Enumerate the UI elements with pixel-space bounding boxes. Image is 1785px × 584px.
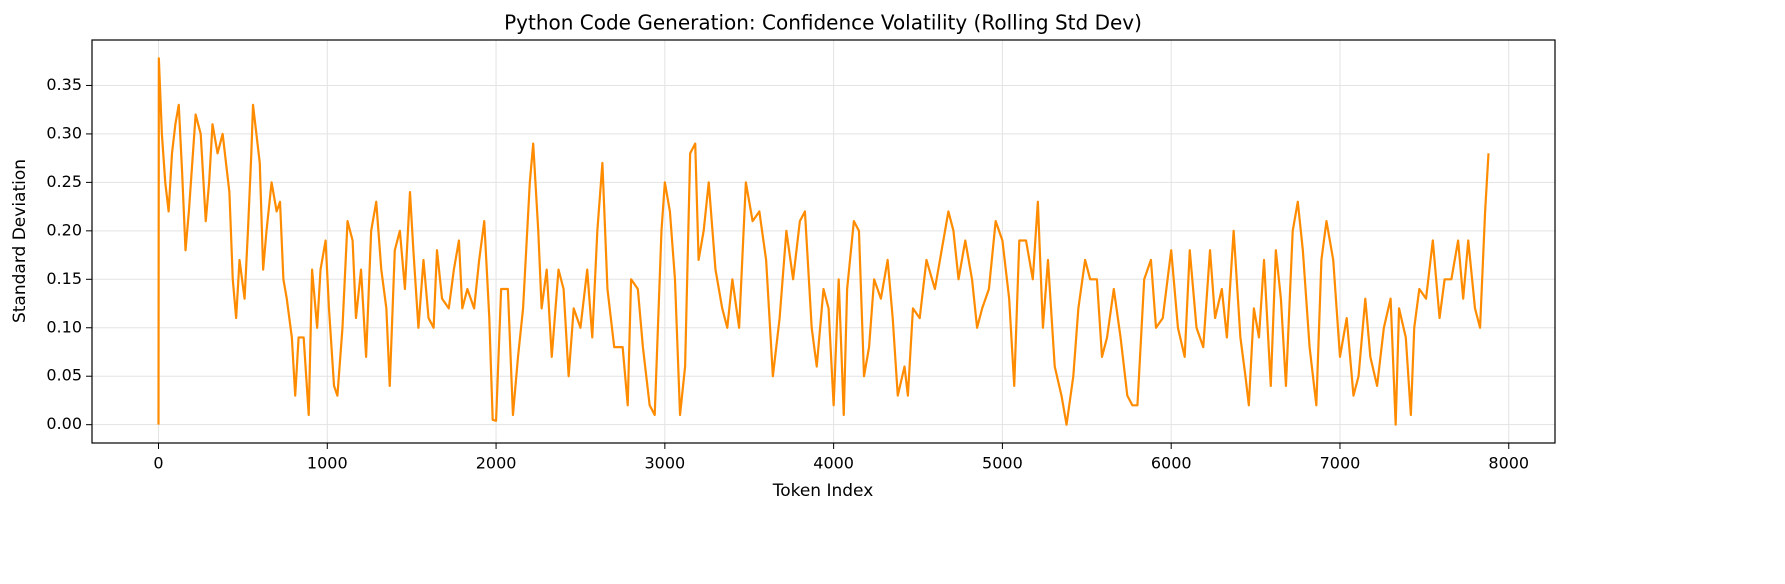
chart-title: Python Code Generation: Confidence Volat… — [504, 11, 1142, 35]
y-tick-label: 0.15 — [46, 269, 82, 288]
y-axis-label: Standard Deviation — [10, 159, 30, 323]
x-tick-label: 3000 — [644, 454, 685, 473]
y-tick-label: 0.25 — [46, 172, 82, 191]
y-tick-label: 0.35 — [46, 75, 82, 94]
data-line — [157, 57, 1490, 426]
y-tick-label: 0.30 — [46, 123, 82, 142]
x-tick-label: 4000 — [813, 454, 854, 473]
y-tick-label: 0.05 — [46, 366, 82, 385]
x-tick-label: 2000 — [476, 454, 517, 473]
x-tick-label: 5000 — [982, 454, 1023, 473]
y-tick-label: 0.20 — [46, 220, 82, 239]
x-tick-label: 8000 — [1488, 454, 1529, 473]
x-tick-label: 7000 — [1320, 454, 1361, 473]
plot-frame — [91, 39, 1556, 444]
x-tick-label: 6000 — [1151, 454, 1192, 473]
x-tick-label: 0 — [153, 454, 163, 473]
y-tick-label: 0.10 — [46, 317, 82, 336]
y-tick-label: 0.00 — [46, 414, 82, 433]
x-tick-label: 1000 — [307, 454, 348, 473]
x-axis-label: Token Index — [772, 481, 874, 501]
